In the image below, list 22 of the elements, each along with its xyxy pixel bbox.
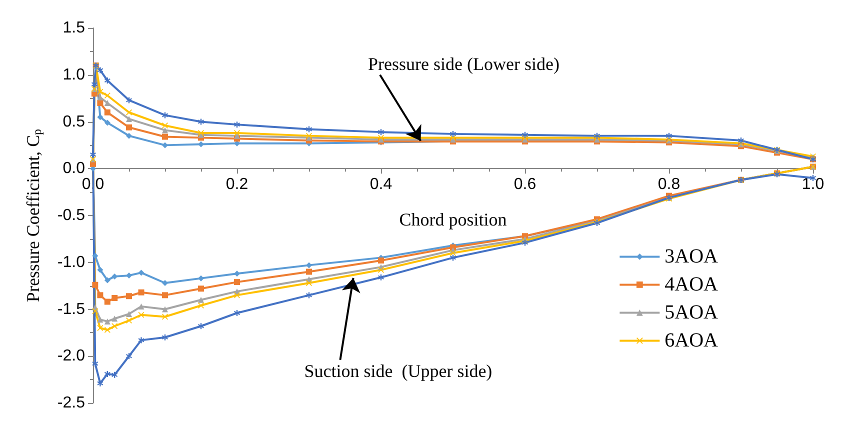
annotation: Pressure side (Lower side) (368, 54, 560, 74)
y-tick-label: 0.5 (62, 113, 86, 130)
x-tick-label: 0.4 (370, 176, 392, 194)
annotation: Suction side (Upper side) (304, 360, 492, 381)
y-tick-label: -0.5 (57, 207, 86, 224)
x-tick-label: 1.0 (802, 176, 824, 194)
x-tick-label: 0.8 (658, 176, 680, 194)
y-axis-title: Pressure Coefficient, Cp (23, 128, 44, 302)
legend-label: 5AOA (664, 302, 719, 324)
y-tick-label: 1.5 (62, 20, 86, 36)
legend-label: 3AOA (664, 246, 719, 268)
y-tick-label: 1.0 (62, 66, 86, 84)
legend-label: 4AOA (664, 274, 719, 296)
y-tick-label: 0.0 (62, 160, 86, 178)
y-tick-label: -2.0 (57, 348, 86, 365)
x-tick-label: 0.6 (514, 176, 536, 194)
y-tick-label: -1.0 (57, 254, 86, 271)
x-axis-title: Chord position (399, 210, 507, 230)
y-tick-label: -2.5 (57, 394, 86, 412)
x-tick-label: 0.2 (226, 176, 248, 194)
legend-label: 6AOA (664, 330, 719, 352)
y-tick-label: -1.5 (57, 300, 86, 318)
